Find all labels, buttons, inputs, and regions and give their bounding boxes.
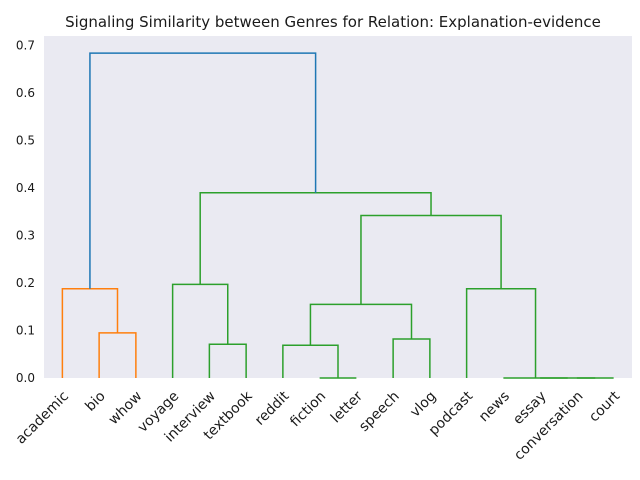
y-tick-label: 0.6 (16, 86, 35, 100)
x-tick-label: reddit (252, 388, 293, 429)
x-tick-label: academic (13, 388, 72, 447)
x-tick-label: vlog (407, 388, 439, 420)
y-tick-label: 0.3 (16, 229, 35, 243)
x-axis: academic biowhowvoyageinterviewtextbookre… (13, 388, 624, 464)
x-tick-label: speech (356, 388, 403, 435)
y-tick-label: 0.5 (16, 134, 35, 148)
x-tick-label: fiction (287, 388, 329, 430)
y-tick-label: 0.1 (16, 324, 35, 338)
x-tick-label: news (476, 388, 513, 425)
plot-background (44, 36, 632, 378)
y-tick-label: 0.0 (16, 371, 35, 385)
y-tick-label: 0.2 (16, 276, 35, 290)
x-tick-label: bio (82, 388, 108, 414)
y-axis: 0.0 0.1 0.2 0.3 0.4 0.5 0.6 0.7 (16, 39, 35, 386)
x-tick-label: court (586, 388, 623, 425)
y-tick-label: 0.7 (16, 39, 35, 53)
dendrogram-link (89, 52, 317, 289)
dendrogram-links (61, 52, 614, 379)
chart-title: Signaling Similarity between Genres for … (65, 13, 601, 31)
y-tick-label: 0.4 (16, 181, 35, 195)
